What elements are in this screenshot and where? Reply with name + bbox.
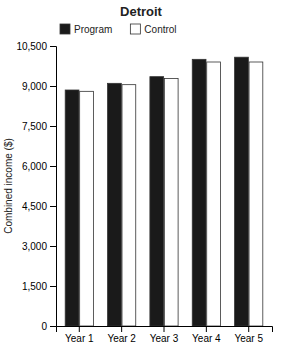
tick-mark xyxy=(50,46,56,47)
tick: 3,000 xyxy=(22,241,56,252)
bar xyxy=(65,90,79,326)
tick-mark xyxy=(50,206,56,207)
tick-label: Year 3 xyxy=(150,333,179,344)
tick: Year 5 xyxy=(234,326,263,344)
bar xyxy=(122,85,136,326)
tick: 9,000 xyxy=(22,81,56,92)
tick-mark xyxy=(206,326,207,332)
tick: Year 3 xyxy=(150,326,179,344)
tick: 1,500 xyxy=(22,281,56,292)
tick-label: Year 4 xyxy=(192,333,221,344)
tick: 10,500 xyxy=(16,41,56,52)
legend-item: Control xyxy=(130,24,176,35)
chart: Detroit 0 1,500 3,000 4,500 6,000 7,500 9,000 10… xyxy=(0,0,282,352)
tick-label: 1,500 xyxy=(22,281,47,292)
axis-line xyxy=(50,47,57,327)
tick: 4,500 xyxy=(22,201,56,212)
tick-label: Year 2 xyxy=(107,333,136,344)
tick-label: Year 1 xyxy=(65,333,94,344)
tick: Year 4 xyxy=(192,326,221,344)
tick-mark xyxy=(79,326,80,332)
tick-label: 10,500 xyxy=(16,41,47,52)
title: Detroit xyxy=(120,4,163,19)
tick-mark xyxy=(50,326,56,327)
tick: Year 2 xyxy=(107,326,136,344)
tick-label: 7,500 xyxy=(22,121,47,132)
tick: 0 xyxy=(41,321,56,332)
bars xyxy=(65,57,263,326)
tick-mark xyxy=(121,326,122,332)
plot: 0 1,500 3,000 4,500 6,000 7,500 9,000 10,500 Yea… xyxy=(16,41,272,344)
bar xyxy=(235,57,249,326)
tick-label: Year 5 xyxy=(234,333,263,344)
tick-label: 0 xyxy=(41,321,47,332)
tick-label: 3,000 xyxy=(22,241,47,252)
bar xyxy=(80,91,94,326)
tick-label: 6,000 xyxy=(22,161,47,172)
tick-mark xyxy=(50,166,56,167)
tick-label: 9,000 xyxy=(22,81,47,92)
bar xyxy=(108,83,122,326)
legend-swatch xyxy=(130,24,140,34)
legend-swatch xyxy=(60,24,70,34)
tick-mark xyxy=(50,246,56,247)
tick-label: 4,500 xyxy=(22,201,47,212)
tick: Year 1 xyxy=(65,326,94,344)
legend-label: Program xyxy=(74,24,112,35)
y-label: Combined income ($) xyxy=(3,138,14,234)
bar xyxy=(164,79,178,326)
legend: Program Control xyxy=(60,24,177,35)
bar xyxy=(207,62,221,326)
tick: 6,000 xyxy=(22,161,56,172)
legend-label: Control xyxy=(144,24,176,35)
tick: 7,500 xyxy=(22,121,56,132)
bar xyxy=(249,62,263,326)
tick-mark xyxy=(50,86,56,87)
y-axis: 0 1,500 3,000 4,500 6,000 7,500 9,000 10,500 xyxy=(16,41,56,332)
tick-mark xyxy=(50,126,56,127)
bar xyxy=(150,77,164,326)
tick-mark xyxy=(248,326,249,332)
x-axis: Year 1 Year 2 Year 3 Year 4 Year 5 xyxy=(57,326,273,344)
legend-item: Program xyxy=(60,24,112,35)
tick-mark xyxy=(164,326,165,332)
tick-mark xyxy=(50,286,56,287)
axis-line xyxy=(57,327,273,333)
bar xyxy=(192,59,206,326)
